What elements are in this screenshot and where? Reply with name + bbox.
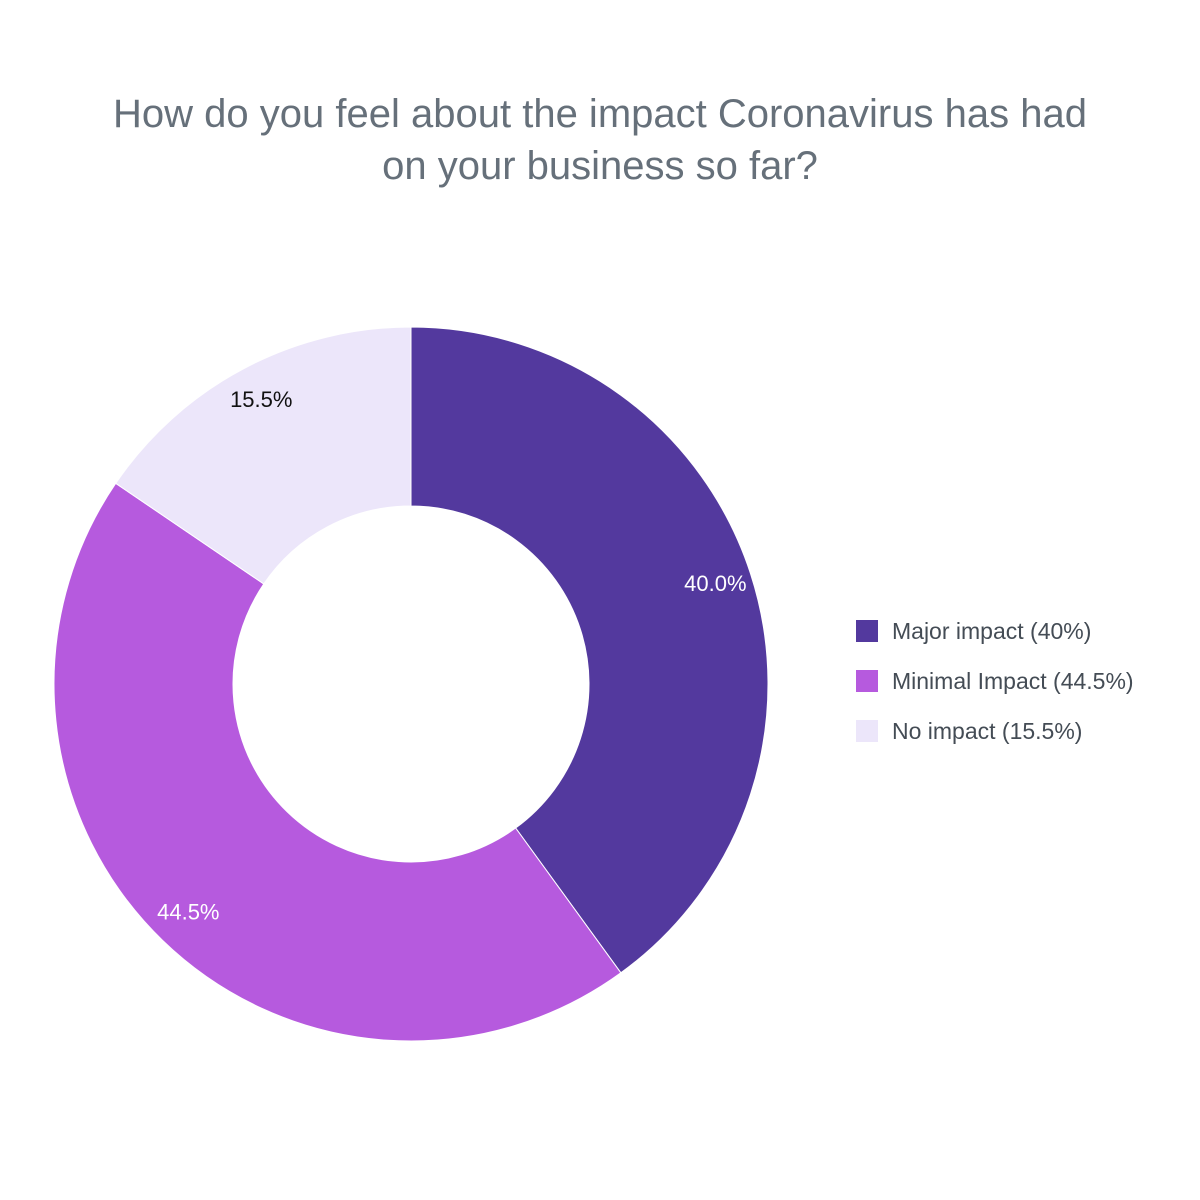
donut-slice-minimal-impact[interactable] — [53, 482, 622, 1042]
legend-swatch-major-impact — [856, 620, 878, 642]
slice-label-no-impact: 15.5% — [230, 387, 292, 412]
donut-slice-major-impact[interactable] — [410, 326, 769, 974]
chart-title-line-1: How do you feel about the impact Coronav… — [113, 92, 1087, 136]
legend-label-major-impact: Major impact (40%) — [892, 617, 1092, 644]
chart-legend: Major impact (40%) Minimal Impact (44.5%… — [856, 606, 1134, 756]
legend-label-no-impact: No impact (15.5%) — [892, 717, 1083, 744]
chart-title-line-2: on your business so far? — [382, 144, 818, 188]
legend-swatch-no-impact — [856, 720, 878, 742]
legend-item-major-impact[interactable]: Major impact (40%) — [856, 606, 1134, 656]
legend-item-no-impact[interactable]: No impact (15.5%) — [856, 706, 1134, 756]
legend-label-minimal-impact: Minimal Impact (44.5%) — [892, 667, 1134, 694]
slice-label-major-impact: 40.0% — [684, 571, 746, 596]
donut-slice-no-impact[interactable] — [115, 326, 412, 585]
legend-item-minimal-impact[interactable]: Minimal Impact (44.5%) — [856, 656, 1134, 706]
slice-label-minimal-impact: 44.5% — [157, 900, 219, 925]
legend-swatch-minimal-impact — [856, 670, 878, 692]
donut-slices — [53, 326, 769, 1042]
chart-title: How do you feel about the impact Coronav… — [0, 88, 1200, 192]
donut-slice-labels: 40.0% 44.5% 15.5% — [157, 387, 746, 925]
